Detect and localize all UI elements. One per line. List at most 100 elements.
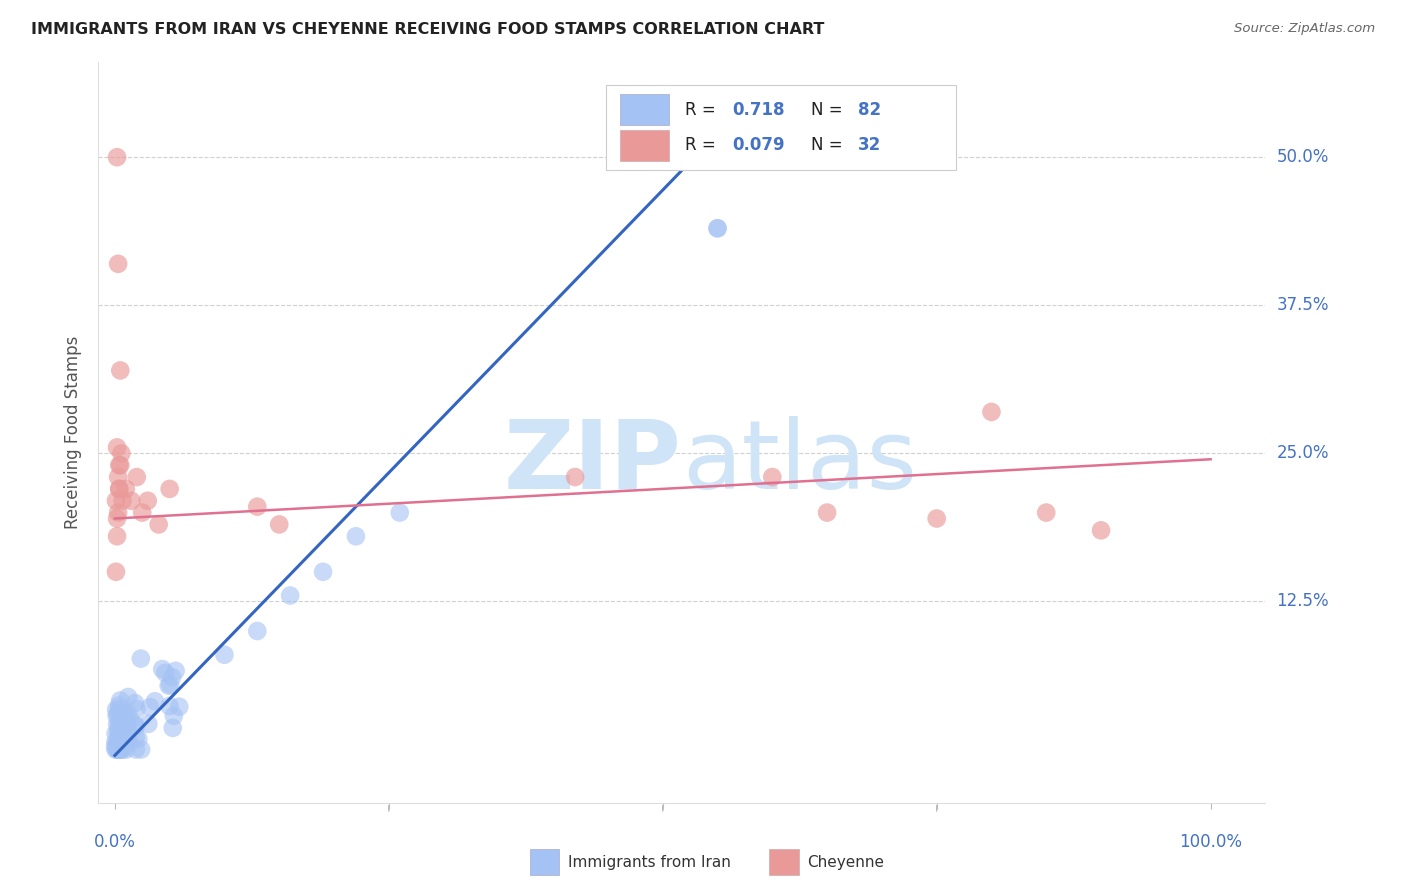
Text: Cheyenne: Cheyenne bbox=[807, 855, 884, 870]
Point bbox=[155, 665, 177, 680]
Point bbox=[108, 703, 131, 717]
Text: IMMIGRANTS FROM IRAN VS CHEYENNE RECEIVING FOOD STAMPS CORRELATION CHART: IMMIGRANTS FROM IRAN VS CHEYENNE RECEIVI… bbox=[31, 22, 824, 37]
Point bbox=[125, 470, 148, 484]
Point bbox=[105, 511, 128, 525]
Point bbox=[117, 732, 139, 747]
Y-axis label: Receiving Food Stamps: Receiving Food Stamps bbox=[65, 336, 83, 529]
Point bbox=[111, 715, 134, 730]
Point bbox=[110, 721, 132, 735]
Point bbox=[120, 493, 142, 508]
Point bbox=[125, 719, 148, 733]
Point bbox=[107, 470, 129, 484]
Point bbox=[167, 699, 190, 714]
Point bbox=[1090, 524, 1112, 538]
Point bbox=[105, 150, 128, 164]
Point bbox=[104, 742, 127, 756]
Point bbox=[114, 706, 136, 721]
Point bbox=[114, 731, 136, 746]
Point bbox=[564, 470, 586, 484]
Point bbox=[111, 493, 134, 508]
Point bbox=[278, 589, 301, 603]
Point bbox=[108, 482, 131, 496]
Point bbox=[110, 716, 132, 731]
Point bbox=[110, 729, 132, 743]
Point bbox=[246, 500, 269, 514]
Point bbox=[104, 493, 127, 508]
Point bbox=[706, 221, 728, 235]
Point bbox=[159, 699, 181, 714]
Point bbox=[118, 736, 141, 750]
Point bbox=[159, 482, 181, 496]
Point bbox=[105, 441, 128, 455]
Point bbox=[269, 517, 291, 532]
Point bbox=[120, 713, 142, 727]
Point bbox=[115, 719, 138, 733]
Point bbox=[143, 694, 166, 708]
Point bbox=[124, 696, 146, 710]
Point bbox=[110, 363, 132, 377]
Point bbox=[125, 702, 148, 716]
Point bbox=[107, 742, 129, 756]
Point bbox=[110, 446, 132, 460]
Point bbox=[108, 718, 131, 732]
Point bbox=[105, 736, 128, 750]
Text: 100.0%: 100.0% bbox=[1180, 833, 1241, 851]
Point bbox=[105, 717, 128, 731]
Point bbox=[110, 742, 132, 756]
Text: 50.0%: 50.0% bbox=[1277, 148, 1329, 166]
Point bbox=[815, 506, 838, 520]
Point bbox=[108, 715, 131, 730]
Text: ZIP: ZIP bbox=[503, 416, 682, 508]
Point bbox=[105, 703, 128, 717]
Point bbox=[115, 742, 138, 756]
Point bbox=[761, 470, 783, 484]
Point bbox=[312, 565, 335, 579]
Point bbox=[925, 511, 948, 525]
Text: 32: 32 bbox=[858, 136, 882, 154]
Text: 12.5%: 12.5% bbox=[1277, 592, 1329, 610]
Point bbox=[104, 735, 127, 749]
FancyBboxPatch shape bbox=[620, 95, 669, 126]
Point bbox=[706, 221, 728, 235]
Text: 0.079: 0.079 bbox=[733, 136, 785, 154]
Point bbox=[388, 506, 411, 520]
Point bbox=[157, 679, 180, 693]
Point bbox=[160, 670, 183, 684]
Point bbox=[159, 677, 181, 691]
Text: atlas: atlas bbox=[682, 416, 917, 508]
Point bbox=[162, 721, 184, 735]
Point bbox=[108, 742, 131, 756]
Point bbox=[107, 725, 129, 739]
Point bbox=[117, 706, 139, 720]
Text: 25.0%: 25.0% bbox=[1277, 444, 1329, 462]
Point bbox=[110, 735, 132, 749]
Point bbox=[115, 717, 138, 731]
Point bbox=[108, 727, 131, 741]
FancyBboxPatch shape bbox=[530, 848, 560, 875]
Text: N =: N = bbox=[811, 136, 848, 154]
Point bbox=[108, 482, 131, 496]
Point bbox=[105, 742, 128, 756]
Point bbox=[125, 742, 148, 756]
Text: 0.0%: 0.0% bbox=[94, 833, 136, 851]
Point bbox=[114, 482, 136, 496]
FancyBboxPatch shape bbox=[769, 848, 799, 875]
Point bbox=[139, 700, 162, 714]
Point bbox=[136, 717, 159, 731]
Point bbox=[163, 708, 186, 723]
Text: 0.718: 0.718 bbox=[733, 101, 785, 119]
Text: Source: ZipAtlas.com: Source: ZipAtlas.com bbox=[1234, 22, 1375, 36]
Text: R =: R = bbox=[685, 136, 721, 154]
Text: 37.5%: 37.5% bbox=[1277, 296, 1329, 314]
Point bbox=[108, 724, 131, 739]
Point bbox=[980, 405, 1002, 419]
Point bbox=[124, 718, 146, 732]
Point bbox=[104, 565, 127, 579]
Point bbox=[112, 731, 135, 746]
Point bbox=[110, 458, 132, 473]
Point bbox=[165, 664, 187, 678]
Point bbox=[127, 731, 149, 746]
Point bbox=[108, 458, 131, 473]
FancyBboxPatch shape bbox=[620, 130, 669, 161]
Point bbox=[344, 529, 367, 543]
